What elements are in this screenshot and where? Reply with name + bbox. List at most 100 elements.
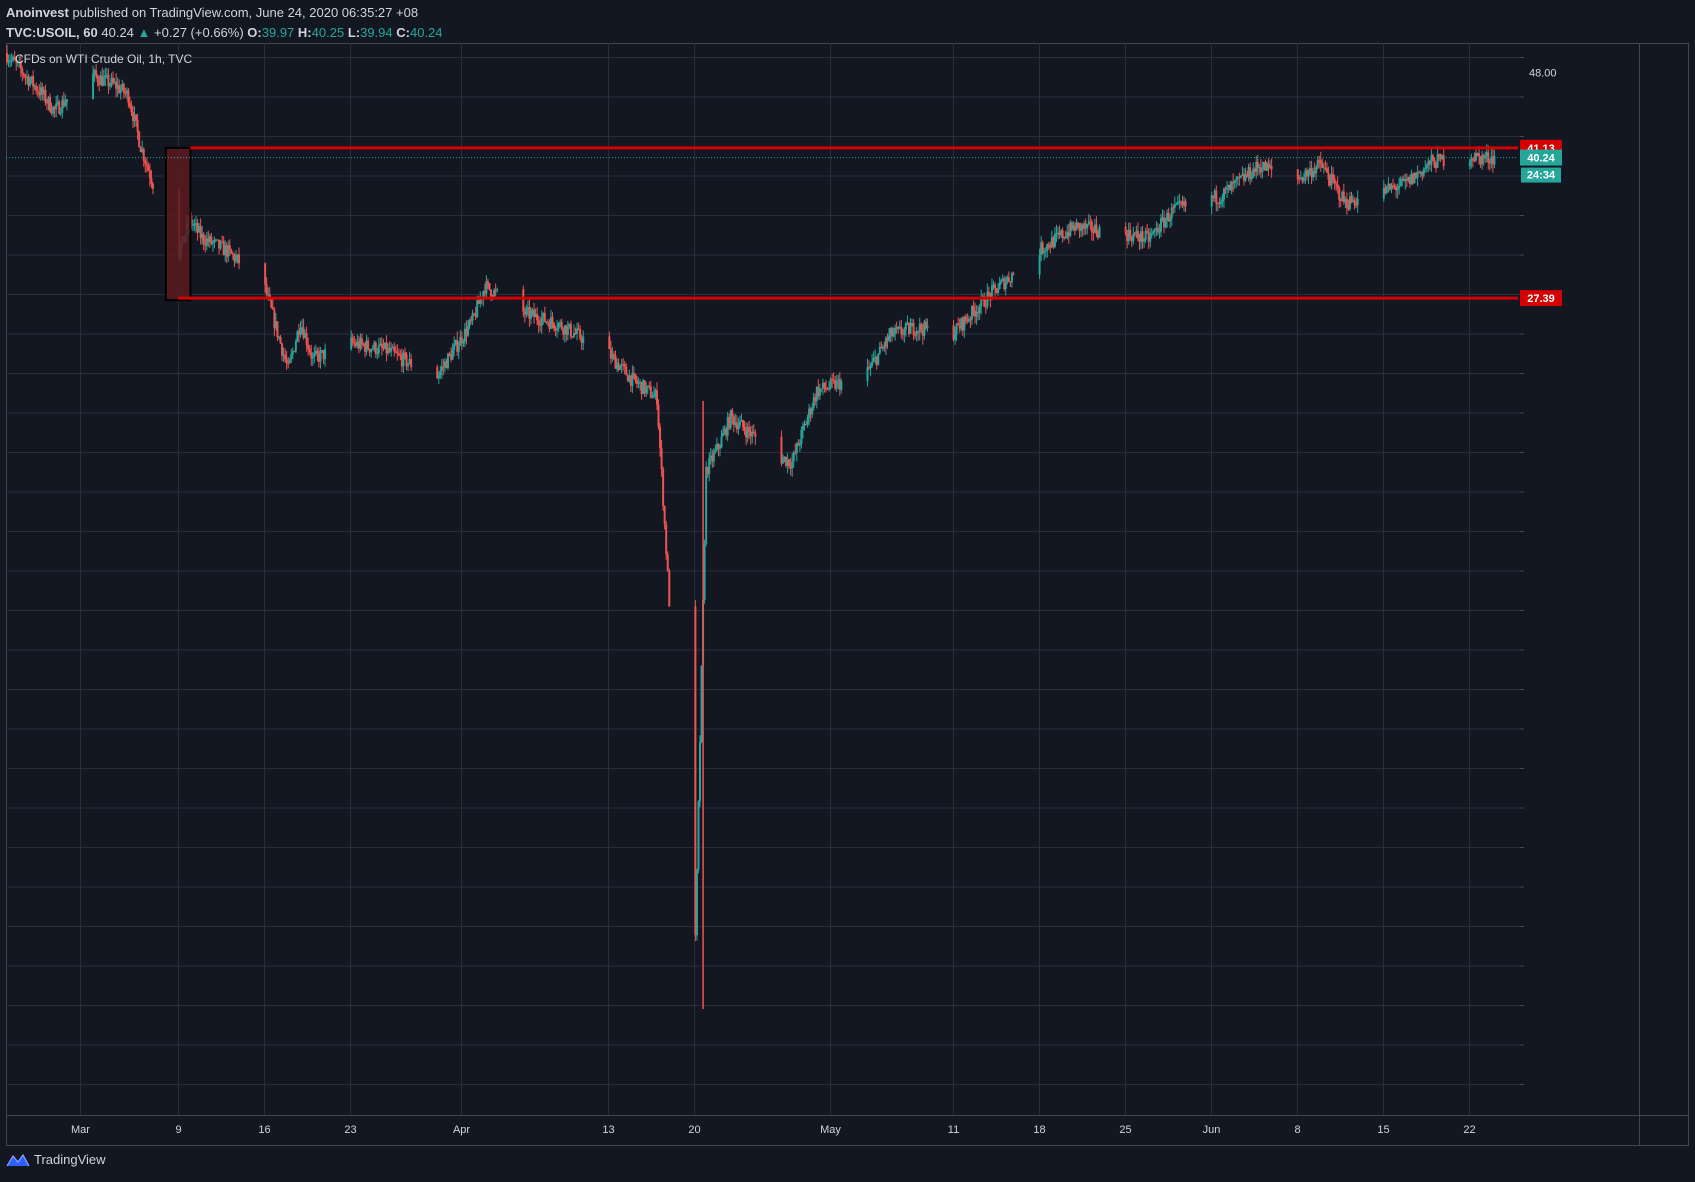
candle-body[interactable] (1095, 224, 1098, 235)
candle-body[interactable] (408, 359, 411, 364)
candle-body[interactable] (96, 75, 99, 82)
candle-body[interactable] (642, 380, 645, 395)
candle-body[interactable] (195, 223, 197, 225)
candle-body[interactable] (740, 420, 743, 422)
candle-body[interactable] (1049, 246, 1052, 248)
candle-body[interactable] (380, 343, 383, 348)
candle-body[interactable] (238, 254, 241, 264)
candle-body[interactable] (792, 452, 795, 462)
candle-body[interactable] (1000, 280, 1003, 283)
candle-body[interactable] (554, 328, 557, 331)
candle-body[interactable] (551, 317, 554, 324)
candle-body[interactable] (746, 426, 749, 438)
candle-body[interactable] (612, 354, 615, 356)
candle-body[interactable] (55, 103, 58, 110)
candle-body[interactable] (42, 89, 45, 95)
candle-body[interactable] (963, 316, 966, 331)
candle-body[interactable] (752, 431, 755, 434)
candle-body[interactable] (1296, 169, 1299, 180)
candle-body[interactable] (639, 382, 642, 384)
candle-body[interactable] (376, 353, 379, 355)
candle-body[interactable] (1075, 222, 1078, 231)
candle-body[interactable] (208, 236, 211, 243)
candle-body[interactable] (151, 183, 154, 189)
candle-body[interactable] (869, 365, 872, 369)
candle-body[interactable] (751, 431, 754, 437)
candle-body[interactable] (1433, 159, 1436, 168)
candle-body[interactable] (611, 354, 614, 359)
candle-body[interactable] (1252, 168, 1255, 178)
candle-body[interactable] (1387, 183, 1390, 187)
candle-body[interactable] (451, 349, 454, 360)
candle-body[interactable] (717, 443, 720, 449)
candle-body[interactable] (814, 397, 817, 402)
candle-body[interactable] (59, 112, 62, 114)
candle-body[interactable] (1244, 174, 1247, 181)
candle-body[interactable] (907, 323, 910, 334)
candle-body[interactable] (98, 81, 101, 86)
candle-body[interactable] (1488, 162, 1491, 164)
candle-body[interactable] (832, 380, 835, 382)
candle-body[interactable] (992, 284, 995, 286)
candle-body[interactable] (794, 452, 797, 454)
candle-body[interactable] (1341, 191, 1344, 202)
candle-body[interactable] (1428, 160, 1431, 165)
candle-body[interactable] (1256, 161, 1259, 168)
candle-body[interactable] (1140, 231, 1142, 242)
candle-body[interactable] (496, 289, 499, 291)
candle-body[interactable] (528, 306, 531, 319)
candle-body[interactable] (990, 285, 993, 299)
candle-body[interactable] (1318, 160, 1321, 162)
candle-body[interactable] (473, 313, 476, 315)
candle-body[interactable] (920, 323, 923, 331)
candle-body[interactable] (310, 352, 313, 359)
candle-body[interactable] (838, 379, 841, 390)
candle-body[interactable] (709, 455, 712, 459)
candle-body[interactable] (138, 131, 141, 147)
candle-body[interactable] (632, 372, 635, 375)
candle-body[interactable] (894, 327, 897, 334)
candle-body[interactable] (958, 325, 961, 329)
candle-body[interactable] (299, 327, 302, 335)
candle-body[interactable] (1435, 167, 1438, 169)
candle-body[interactable] (805, 424, 808, 426)
candle-body[interactable] (884, 337, 887, 348)
candle-body[interactable] (811, 407, 814, 415)
candle-body[interactable] (651, 397, 654, 399)
candle-body[interactable] (837, 379, 840, 381)
candle-body[interactable] (1057, 232, 1060, 234)
candle-body[interactable] (1474, 152, 1477, 161)
candle-body[interactable] (1161, 217, 1164, 219)
candle-body[interactable] (835, 380, 838, 389)
candle-body[interactable] (1324, 167, 1327, 169)
candle-body[interactable] (50, 111, 53, 114)
candle-body[interactable] (706, 467, 709, 475)
candle-body[interactable] (1073, 225, 1076, 231)
candle-body[interactable] (62, 99, 65, 106)
publisher-name[interactable]: Anoinvest (6, 5, 69, 20)
time-tick-label[interactable]: May (820, 1124, 841, 1136)
candle-body[interactable] (823, 382, 826, 389)
candle-body[interactable] (394, 351, 397, 353)
candle-body[interactable] (319, 351, 322, 362)
candle-body[interactable] (29, 80, 32, 86)
candle-body[interactable] (95, 70, 98, 76)
candle-body[interactable] (729, 410, 732, 429)
candle-body[interactable] (1322, 167, 1325, 169)
candle-body[interactable] (954, 334, 957, 340)
candle-body[interactable] (871, 361, 874, 366)
candle-body[interactable] (1261, 169, 1264, 173)
candle-body[interactable] (382, 347, 385, 349)
candle-body[interactable] (279, 336, 282, 344)
candle-body[interactable] (540, 318, 543, 326)
candle-body[interactable] (711, 455, 714, 462)
candle-body[interactable] (568, 323, 571, 327)
candle-body[interactable] (219, 241, 222, 249)
candle-body[interactable] (883, 346, 886, 348)
candle-body[interactable] (994, 284, 997, 288)
candle-body[interactable] (1345, 199, 1348, 208)
candle-body[interactable] (296, 331, 299, 342)
candle-body[interactable] (357, 341, 360, 349)
candle-body[interactable] (1342, 191, 1345, 203)
candle-body[interactable] (663, 506, 666, 525)
